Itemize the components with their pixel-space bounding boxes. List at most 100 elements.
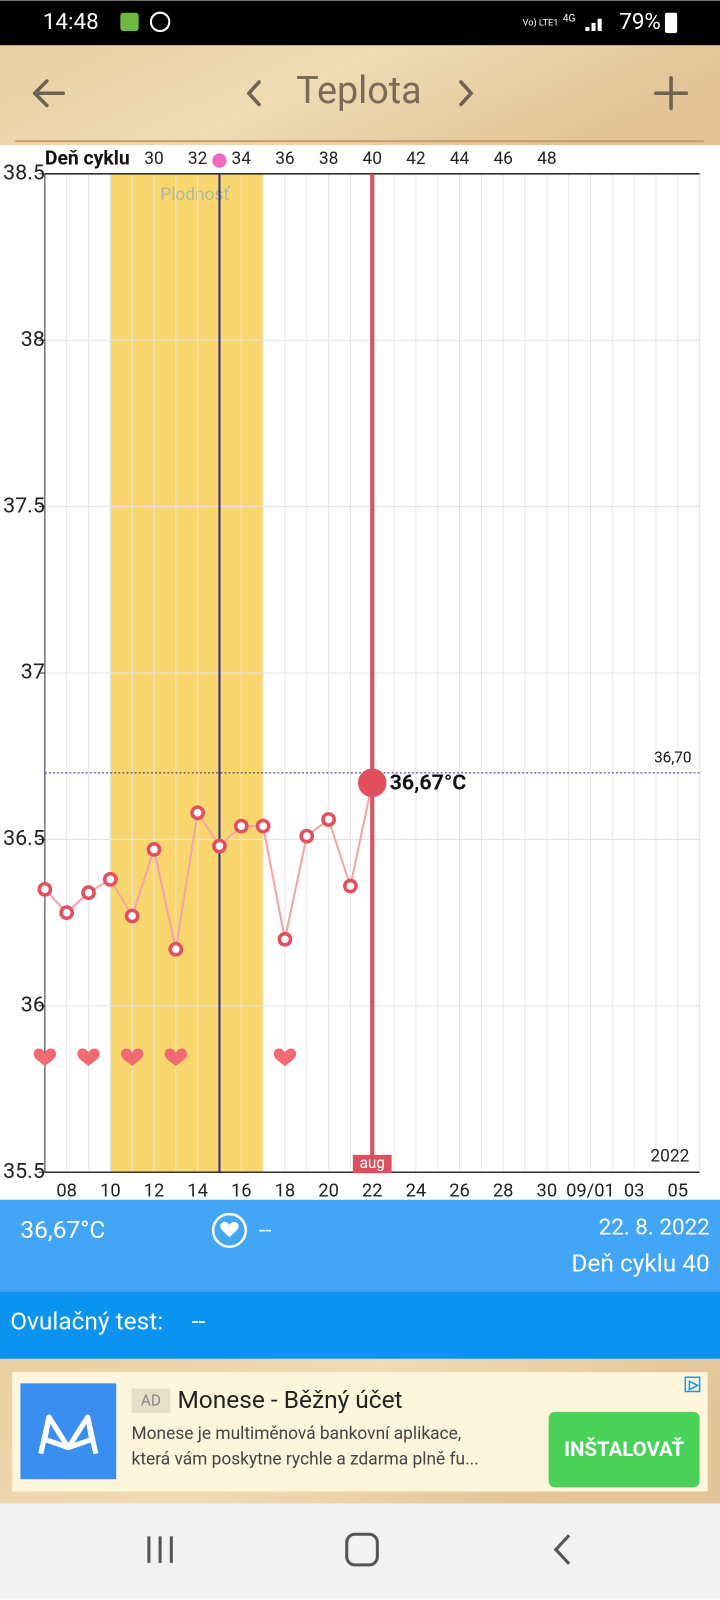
temperature-point bbox=[255, 818, 271, 834]
y-tick-label: 35.5 bbox=[3, 1159, 45, 1184]
intercourse-heart bbox=[33, 1048, 57, 1067]
x-tick-label: 09/01 bbox=[566, 1180, 615, 1201]
intercourse-heart bbox=[77, 1048, 100, 1067]
x2-tick-label: 48 bbox=[537, 149, 556, 169]
x2-title-bg bbox=[42, 146, 139, 171]
recent-button[interactable] bbox=[147, 1536, 173, 1563]
intercourse-heart bbox=[120, 1048, 144, 1067]
temperature-point bbox=[59, 905, 75, 921]
prev-button[interactable] bbox=[246, 80, 261, 107]
header-title: Teplota bbox=[296, 69, 421, 113]
x-tick-label: 08 bbox=[56, 1180, 77, 1201]
ovulation-dot bbox=[212, 153, 227, 168]
x2-tick-label: 46 bbox=[493, 149, 512, 169]
temperature-point bbox=[37, 881, 53, 897]
x2-tick-label: 30 bbox=[144, 149, 163, 169]
temperature-point bbox=[321, 812, 336, 827]
adchoices[interactable] bbox=[684, 1376, 701, 1393]
ovulation-label: Ovulačný test: bbox=[10, 1307, 163, 1336]
temperature-line bbox=[44, 782, 374, 950]
app-icon bbox=[120, 12, 139, 32]
year-label: 2022 bbox=[650, 1147, 689, 1167]
battery-text: 79% bbox=[619, 9, 661, 35]
ad-line2: která vám poskytne rychle a zdarma plně … bbox=[132, 1449, 479, 1469]
signal-type: 4G bbox=[563, 13, 576, 24]
x-tick-label: 18 bbox=[275, 1180, 296, 1201]
temperature-point bbox=[102, 871, 118, 887]
panel-cycle-day: Deň cyklu 40 bbox=[571, 1249, 709, 1278]
temperature-point bbox=[168, 941, 184, 957]
x-tick-label: 22 bbox=[362, 1180, 383, 1201]
temperature-point bbox=[343, 878, 358, 894]
x-tick-label: 20 bbox=[318, 1180, 339, 1201]
heart-button[interactable] bbox=[211, 1212, 248, 1248]
nav-back-button[interactable] bbox=[553, 1534, 571, 1565]
ad-title: Monese - Běžný účet bbox=[177, 1385, 402, 1414]
x-tick-label: 26 bbox=[449, 1180, 470, 1201]
back-button[interactable] bbox=[32, 79, 66, 108]
info-panel bbox=[0, 1199, 720, 1292]
month-box bbox=[352, 1154, 392, 1174]
ad-button-text: INŠTALOVAŤ bbox=[564, 1437, 684, 1461]
temperature-point bbox=[212, 838, 227, 854]
ovulation-value: -- bbox=[192, 1307, 206, 1336]
x-tick-label: 28 bbox=[493, 1180, 514, 1201]
panel-date: 22. 8. 2022 bbox=[599, 1214, 710, 1240]
x-tick-label: 10 bbox=[100, 1180, 121, 1201]
ad-badge-box bbox=[131, 1388, 171, 1413]
x-tick-label: 24 bbox=[406, 1180, 427, 1201]
reference-label: 36,70 bbox=[654, 749, 691, 767]
network: Vo) LTE1 bbox=[523, 17, 559, 28]
ad-badge: AD bbox=[141, 1392, 161, 1410]
x2-tick-label: 36 bbox=[275, 149, 294, 169]
selected-point bbox=[357, 768, 387, 798]
ovulation-panel bbox=[0, 1291, 720, 1359]
nav-bar bbox=[0, 1503, 720, 1600]
x-tick-label: 03 bbox=[624, 1180, 645, 1201]
battery-icon bbox=[664, 12, 678, 34]
x-tick-label: 30 bbox=[537, 1180, 558, 1201]
x2-tick-label: 42 bbox=[406, 149, 426, 169]
status-bar bbox=[0, 0, 720, 46]
add-button[interactable] bbox=[653, 76, 689, 111]
y-tick-label: 36.5 bbox=[3, 826, 45, 851]
y-tick-label: 37 bbox=[21, 660, 45, 685]
y-tick-label: 38 bbox=[21, 327, 45, 352]
selected-label: 36,67°C bbox=[390, 771, 467, 796]
x-tick-label: 16 bbox=[231, 1180, 252, 1201]
next-button[interactable] bbox=[459, 80, 474, 107]
x-tick-label: 05 bbox=[667, 1180, 688, 1201]
month-label: aug bbox=[360, 1154, 385, 1172]
intercourse-heart bbox=[273, 1048, 297, 1067]
temperature-point bbox=[299, 828, 315, 844]
y-tick-label: 38.5 bbox=[3, 160, 45, 185]
messenger-icon bbox=[149, 11, 171, 33]
ad-logo bbox=[20, 1383, 117, 1480]
header bbox=[0, 45, 720, 146]
clock: 14:48 bbox=[43, 9, 99, 35]
x2-tick-label: 44 bbox=[450, 149, 470, 169]
ad-line1: Monese je multiměnová bankovní aplikace, bbox=[132, 1424, 462, 1444]
y-tick-label: 37.5 bbox=[3, 493, 45, 518]
home-button[interactable] bbox=[345, 1532, 379, 1567]
temperature-point bbox=[233, 818, 249, 834]
panel-temp: 36,67°C bbox=[20, 1215, 105, 1244]
x2-tick-label: 40 bbox=[362, 149, 381, 169]
panel-heart: -- bbox=[259, 1217, 271, 1243]
temperature-point bbox=[190, 805, 206, 821]
fertile-label: Plodnosť bbox=[160, 185, 230, 205]
temperature-point bbox=[277, 931, 293, 947]
x2-tick-label: 38 bbox=[319, 149, 338, 169]
chart: Plodnosť 35.5 36 36.5 37 37.5 38 38.5 30 32 34 36 38… bbox=[3, 146, 701, 1201]
y-tick-label: 36 bbox=[21, 992, 45, 1017]
x-tick-label: 12 bbox=[144, 1180, 165, 1201]
x-tick-label: 14 bbox=[187, 1180, 208, 1201]
temperature-point bbox=[146, 842, 162, 857]
heart-icon bbox=[220, 1221, 239, 1238]
ad-button[interactable] bbox=[548, 1411, 700, 1488]
temperature-point bbox=[81, 885, 96, 901]
x2-title: Deň cyklu bbox=[45, 147, 130, 170]
intercourse-heart bbox=[164, 1048, 188, 1067]
